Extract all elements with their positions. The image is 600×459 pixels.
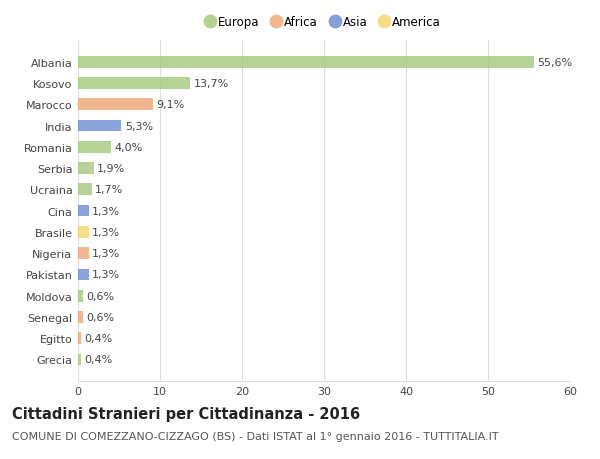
Text: 0,6%: 0,6% xyxy=(86,291,115,301)
Bar xyxy=(78,57,534,68)
Text: COMUNE DI COMEZZANO-CIZZAGO (BS) - Dati ISTAT al 1° gennaio 2016 - TUTTITALIA.IT: COMUNE DI COMEZZANO-CIZZAGO (BS) - Dati … xyxy=(12,431,499,442)
Text: 4,0%: 4,0% xyxy=(114,142,142,152)
Bar xyxy=(78,248,89,259)
Text: 13,7%: 13,7% xyxy=(194,79,229,89)
Legend: Europa, Africa, Asia, America: Europa, Africa, Asia, America xyxy=(207,16,441,28)
Bar xyxy=(78,99,152,111)
Bar xyxy=(78,142,111,153)
Bar xyxy=(78,354,81,365)
Text: 5,3%: 5,3% xyxy=(125,121,153,131)
Text: 1,3%: 1,3% xyxy=(92,206,120,216)
Bar xyxy=(78,78,190,90)
Text: 0,4%: 0,4% xyxy=(85,355,113,365)
Text: 1,3%: 1,3% xyxy=(92,249,120,258)
Bar xyxy=(78,333,81,344)
Text: 1,3%: 1,3% xyxy=(92,270,120,280)
Bar xyxy=(78,311,83,323)
Bar xyxy=(78,269,89,280)
Bar xyxy=(78,184,92,196)
Text: 1,3%: 1,3% xyxy=(92,227,120,237)
Bar xyxy=(78,163,94,174)
Text: 55,6%: 55,6% xyxy=(537,57,572,67)
Text: 0,6%: 0,6% xyxy=(86,312,115,322)
Text: 0,4%: 0,4% xyxy=(85,334,113,343)
Text: 1,9%: 1,9% xyxy=(97,164,125,174)
Text: 1,7%: 1,7% xyxy=(95,185,124,195)
Bar xyxy=(78,205,89,217)
Bar xyxy=(78,120,121,132)
Bar xyxy=(78,290,83,302)
Text: 9,1%: 9,1% xyxy=(156,100,184,110)
Bar xyxy=(78,227,89,238)
Text: Cittadini Stranieri per Cittadinanza - 2016: Cittadini Stranieri per Cittadinanza - 2… xyxy=(12,406,360,421)
